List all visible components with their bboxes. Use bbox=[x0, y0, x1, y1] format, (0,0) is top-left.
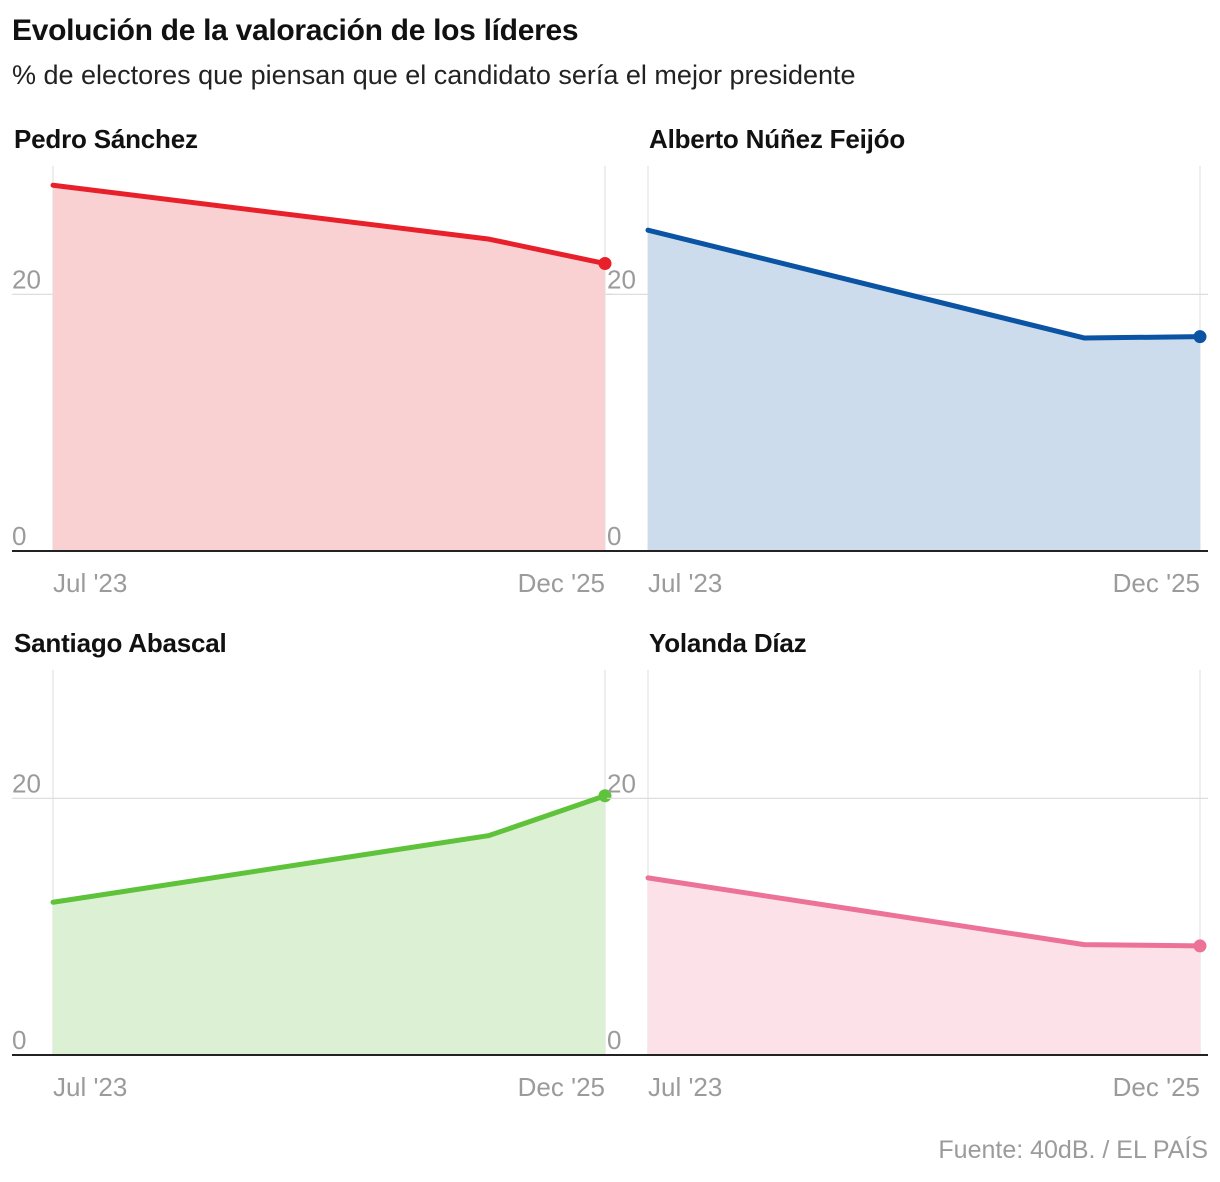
end-point-alberto-nunez-feijoo bbox=[1193, 330, 1207, 344]
line-santiago-abascal bbox=[50, 793, 608, 905]
x-tick-label-start: Jul '23 bbox=[648, 1072, 722, 1102]
y-tick-label-0: 0 bbox=[607, 1025, 621, 1055]
area-alberto-nunez-feijoo bbox=[648, 230, 1200, 551]
end-point-yolanda-diaz bbox=[1193, 939, 1207, 953]
end-point-santiago-abascal bbox=[598, 789, 612, 803]
source-note: Fuente: 40dB. / EL PAÍS bbox=[938, 1136, 1208, 1164]
area-pedro-sanchez bbox=[53, 185, 605, 551]
y-tick-label-0: 0 bbox=[607, 521, 621, 551]
x-tick-label-end: Dec '25 bbox=[518, 1072, 605, 1102]
panel-santiago-abascal: 0 20 Jul '23 Dec '25 bbox=[12, 670, 613, 1102]
area-yolanda-diaz bbox=[648, 877, 1200, 1055]
panel-title-santiago-abascal: Santiago Abascal bbox=[14, 628, 227, 658]
y-tick-label-20: 20 bbox=[607, 264, 636, 294]
chart-subtitle: % de electores que piensan que el candid… bbox=[12, 60, 856, 90]
x-tick-label-end: Dec '25 bbox=[1113, 568, 1200, 598]
area-santiago-abascal bbox=[53, 795, 605, 1055]
x-tick-label-end: Dec '25 bbox=[1113, 1072, 1200, 1102]
y-tick-label-0: 0 bbox=[12, 521, 26, 551]
x-tick-label-start: Jul '23 bbox=[53, 568, 127, 598]
y-tick-label-20: 20 bbox=[12, 264, 41, 294]
chart-title: Evolución de la valoración de los lídere… bbox=[12, 14, 579, 47]
panel-yolanda-diaz: 0 20 Jul '23 Dec '25 bbox=[607, 670, 1208, 1102]
y-tick-label-20: 20 bbox=[12, 768, 41, 798]
x-tick-label-start: Jul '23 bbox=[53, 1072, 127, 1102]
line-yolanda-diaz bbox=[645, 875, 1203, 949]
y-tick-label-0: 0 bbox=[12, 1025, 26, 1055]
panel-title-yolanda-diaz: Yolanda Díaz bbox=[649, 628, 807, 658]
y-tick-label-20: 20 bbox=[607, 768, 636, 798]
panel-title-pedro-sanchez: Pedro Sánchez bbox=[14, 124, 198, 154]
x-tick-label-start: Jul '23 bbox=[648, 568, 722, 598]
end-point-pedro-sanchez bbox=[598, 257, 612, 271]
panel-title-alberto-nunez-feijoo: Alberto Núñez Feijóo bbox=[649, 124, 906, 154]
x-tick-label-end: Dec '25 bbox=[518, 568, 605, 598]
panel-alberto-nunez-feijoo: 0 20 Jul '23 Dec '25 bbox=[607, 166, 1208, 598]
line-pedro-sanchez bbox=[50, 182, 608, 267]
line-alberto-nunez-feijoo bbox=[645, 227, 1203, 341]
panel-pedro-sanchez: 0 20 Jul '23 Dec '25 bbox=[12, 166, 613, 598]
